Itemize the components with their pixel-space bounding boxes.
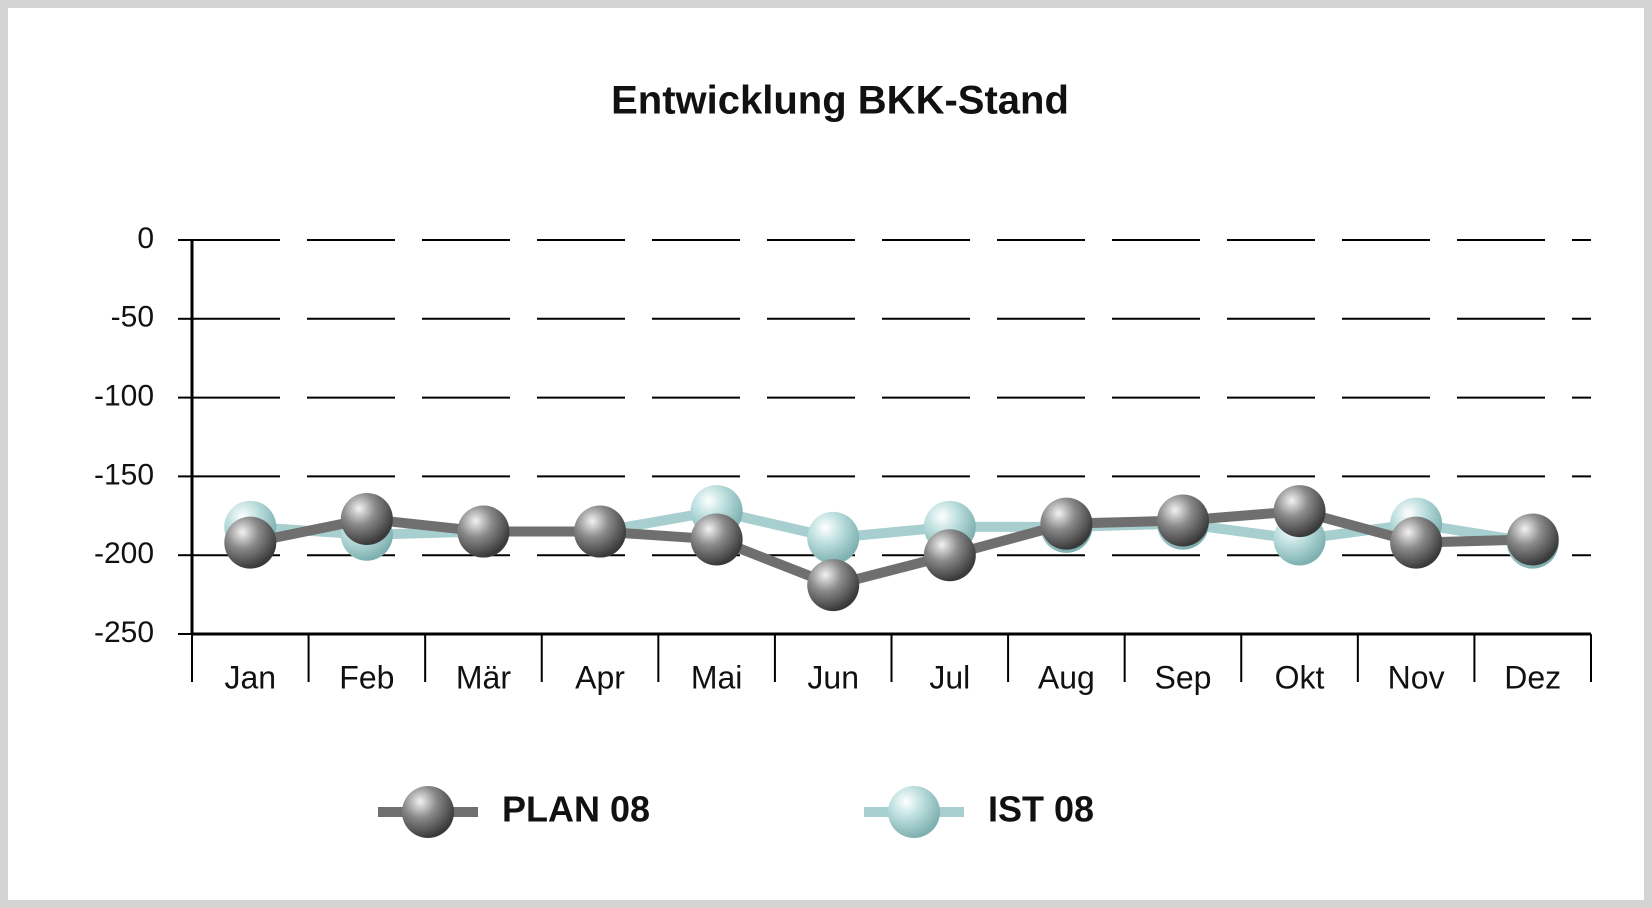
x-tick-label: Sep (1154, 659, 1211, 695)
x-tick-label: Jul (929, 659, 970, 695)
marker (224, 516, 277, 569)
y-tick-label: -250 (94, 616, 154, 649)
y-tick-label: -200 (94, 537, 154, 570)
legend-marker (888, 786, 940, 838)
y-tick-label: -50 (111, 301, 154, 334)
marker (340, 492, 393, 545)
x-tick-label: Feb (339, 659, 394, 695)
marker (1273, 485, 1326, 538)
x-tick-label: Apr (575, 659, 625, 695)
marker (574, 505, 627, 558)
legend-label: IST 08 (988, 789, 1094, 830)
y-tick-label: -100 (94, 380, 154, 413)
chart-title: Entwicklung BKK-Stand (611, 79, 1069, 123)
x-tick-label: Dez (1504, 659, 1561, 695)
marker (923, 529, 976, 582)
marker (1156, 494, 1209, 547)
marker (1390, 516, 1443, 569)
legend-marker (402, 786, 454, 838)
x-tick-label: Mai (691, 659, 743, 695)
marker (807, 559, 860, 612)
marker (457, 505, 510, 558)
x-tick-label: Aug (1038, 659, 1095, 695)
y-tick-label: 0 (137, 222, 154, 255)
x-tick-label: Okt (1275, 659, 1325, 695)
marker (807, 511, 860, 564)
x-tick-label: Mär (456, 659, 511, 695)
x-tick-label: Jun (807, 659, 859, 695)
marker (1040, 497, 1093, 550)
marker (690, 513, 743, 566)
legend-label: PLAN 08 (502, 789, 650, 830)
x-tick-label: Jan (224, 659, 276, 695)
marker (1506, 513, 1559, 566)
y-tick-label: -150 (94, 458, 154, 491)
x-tick-label: Nov (1388, 659, 1445, 695)
